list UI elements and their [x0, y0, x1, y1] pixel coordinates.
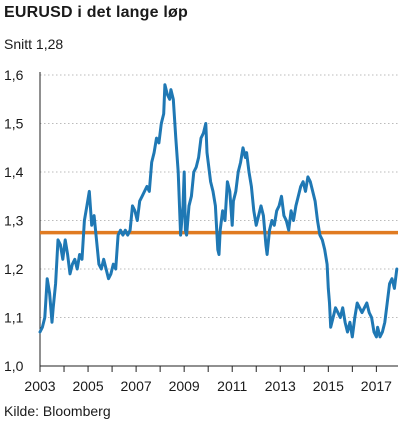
x-tick-label: 2003: [24, 378, 55, 394]
chart-title: EURUSD i det lange løp: [4, 4, 188, 21]
chart-subtitle: Snitt 1,28: [4, 36, 64, 52]
series-line-eurusd: [38, 83, 399, 339]
gridlines: [40, 74, 398, 318]
source-note: Kilde: Bloomberg: [4, 403, 111, 419]
axes: [39, 72, 398, 372]
y-tick-label: 1,1: [4, 310, 24, 326]
x-tick-label: 2009: [169, 378, 200, 394]
y-tick-label: 1,4: [4, 164, 24, 180]
y-tick-labels: 1,6 1,5 1,4 1,3 1,2 1,1 1,0: [4, 67, 24, 374]
x-tick-label: 2005: [72, 378, 103, 394]
x-tick-labels: 2003 2005 2007 2009 2011 2013 2015 2017: [24, 378, 392, 394]
x-tick-label: 2007: [121, 378, 152, 394]
y-tick-label: 1,5: [4, 116, 24, 132]
y-tick-label: 1,6: [4, 67, 24, 83]
x-tick-label: 2015: [313, 378, 344, 394]
x-tick-label: 2013: [265, 378, 296, 394]
x-tick-label: 2017: [361, 378, 392, 394]
x-tick-label: 2011: [217, 378, 247, 394]
y-tick-label: 1,0: [4, 358, 24, 374]
y-tick-label: 1,2: [4, 261, 24, 277]
y-tick-label: 1,3: [4, 213, 24, 229]
series-lines: [38, 83, 399, 339]
